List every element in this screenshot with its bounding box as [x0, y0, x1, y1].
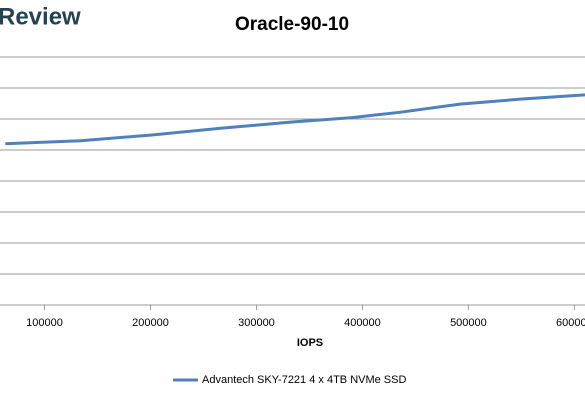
chart-title: Oracle-90-10 [235, 14, 349, 35]
x-tick-label: 600000 [556, 317, 585, 329]
series-line [5, 93, 585, 146]
x-tick-label: 300000 [238, 317, 275, 329]
legend-label: Advantech SKY-7221 4 x 4TB NVMe SSD [202, 374, 406, 386]
x-tick-label: 100000 [26, 317, 63, 329]
x-tick-label: 200000 [132, 317, 169, 329]
x-axis-label: IOPS [297, 337, 323, 349]
x-tick-label: 400000 [344, 317, 381, 329]
x-tick-label: 500000 [450, 317, 487, 329]
brand-logo: Review [0, 3, 81, 30]
